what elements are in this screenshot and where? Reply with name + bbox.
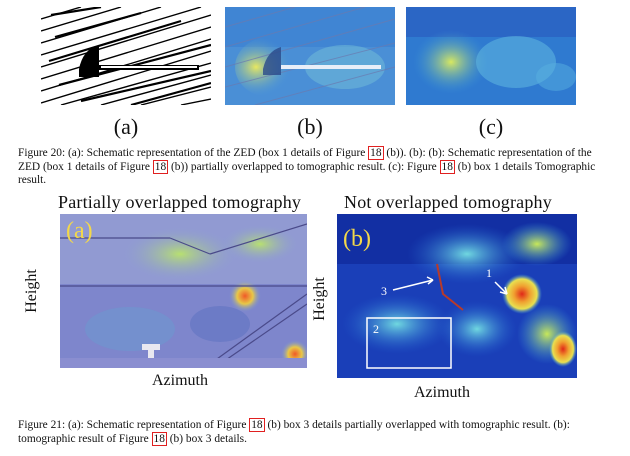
fig20-panel-b-image	[225, 7, 395, 105]
fig21-right-ylabel: Height	[311, 277, 328, 321]
fig20-panel-a-label: (a)	[113, 114, 139, 139]
fig21-left-title: Partially overlapped tomography	[58, 192, 302, 212]
fig21-right-xlabel: Azimuth	[414, 384, 470, 401]
fig21-left-xlabel: Azimuth	[152, 372, 208, 389]
figure-ref[interactable]: 18	[439, 159, 455, 174]
fig21-right-title: Not overlapped tomography	[344, 192, 552, 212]
fig21-annotation-3: 3	[381, 284, 387, 298]
fig20-panel-c-label: (c)	[478, 114, 504, 139]
fig20-panel-a-image	[41, 7, 211, 105]
fig21-left-letter: (a)	[66, 218, 93, 244]
fig21-right-letter: (b)	[343, 226, 371, 252]
fig20-panel-b-label: (b)	[297, 114, 323, 139]
figure-ref[interactable]: 18	[368, 146, 384, 160]
fig21-caption: Figure 21: (a): Schematic representation…	[18, 418, 570, 446]
fig21-right-image	[337, 214, 577, 378]
fig21-left-ylabel: Height	[23, 269, 40, 313]
fig21-annotation-2: 2	[373, 322, 379, 336]
figure-ref[interactable]: 18	[152, 159, 169, 174]
fig20-caption: Figure 20: (a): Schematic representation…	[18, 146, 596, 187]
figure-ref[interactable]: 18	[151, 431, 167, 446]
fig20-panel-c-image	[406, 7, 576, 105]
figure-ref[interactable]: 18	[249, 418, 265, 432]
fig21-left-image	[60, 214, 307, 368]
fig21-annotation-1: 1	[486, 266, 492, 280]
